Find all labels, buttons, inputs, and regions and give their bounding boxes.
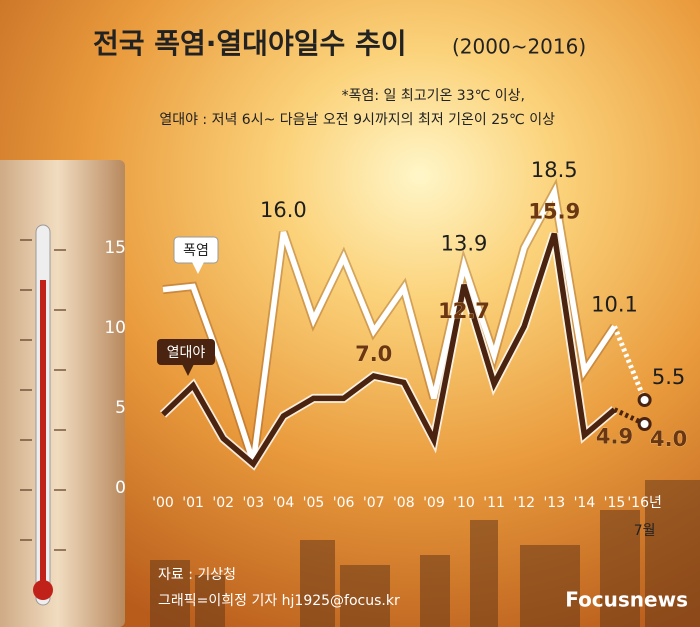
x-tick-label: '12	[513, 495, 535, 511]
legend-box	[157, 339, 215, 365]
chart-subtitle: (2000~2016)	[452, 35, 586, 59]
point-marker	[637, 417, 652, 431]
x-tick-note: 7월	[634, 523, 656, 539]
credit: 그래픽=이희정 기자 hj1925@focus.kr	[158, 593, 400, 609]
chart-title: 전국 폭염·열대야일수 추이	[93, 27, 407, 60]
city-skyline	[150, 480, 700, 627]
thermometer	[0, 160, 125, 627]
value-label: 12.7	[438, 299, 490, 323]
value-label: 16.0	[260, 198, 307, 222]
value-label: 13.9	[441, 232, 488, 256]
legend-pointer	[192, 262, 204, 274]
point-marker	[637, 393, 652, 407]
series-line	[162, 183, 617, 464]
x-tick-label: '08	[393, 495, 415, 511]
x-tick-label: '00	[152, 495, 174, 511]
value-label: 5.5	[652, 365, 685, 389]
value-label: 18.5	[531, 158, 578, 182]
x-tick-label: '09	[423, 495, 445, 511]
x-tick-label: '04	[273, 495, 295, 511]
logo: Focusnews	[565, 588, 688, 612]
value-label: 7.0	[355, 342, 392, 366]
value-label: 4.0	[650, 427, 687, 451]
value-label: 4.9	[596, 425, 633, 449]
y-tick-label: 0	[115, 478, 126, 498]
x-tick-label: '10	[453, 495, 475, 511]
note: *폭염: 일 최고기온 33℃ 이상,	[342, 88, 525, 104]
x-tick-label: '02	[212, 495, 234, 511]
x-tick-label: '07	[363, 495, 385, 511]
x-tick-label: '06	[333, 495, 355, 511]
source: 자료 : 기상청	[158, 567, 236, 583]
x-tick-label: '13	[543, 495, 565, 511]
note: 열대야 : 저녁 6시~ 다음날 오전 9시까지의 최저 기온이 25℃ 이상	[159, 112, 555, 128]
legend-label: 폭염	[183, 243, 209, 259]
series-line	[161, 232, 617, 469]
x-tick-label: '03	[242, 495, 264, 511]
legend-label: 열대야	[167, 345, 206, 361]
value-label: 10.1	[591, 292, 638, 316]
x-tick-label: '05	[303, 495, 325, 511]
y-tick-label: 5	[115, 398, 126, 418]
y-tick-label: 10	[104, 318, 126, 338]
x-tick-label: '11	[483, 495, 505, 511]
value-label: 15.9	[528, 200, 580, 224]
y-tick-label: 15	[104, 238, 126, 258]
x-tick-label: '14	[574, 495, 596, 511]
x-tick-label: '16년	[627, 495, 662, 511]
legend-pointer	[182, 364, 194, 376]
series-projection	[612, 325, 647, 401]
x-tick-label: '15	[604, 495, 626, 511]
x-tick-label: '01	[182, 495, 204, 511]
